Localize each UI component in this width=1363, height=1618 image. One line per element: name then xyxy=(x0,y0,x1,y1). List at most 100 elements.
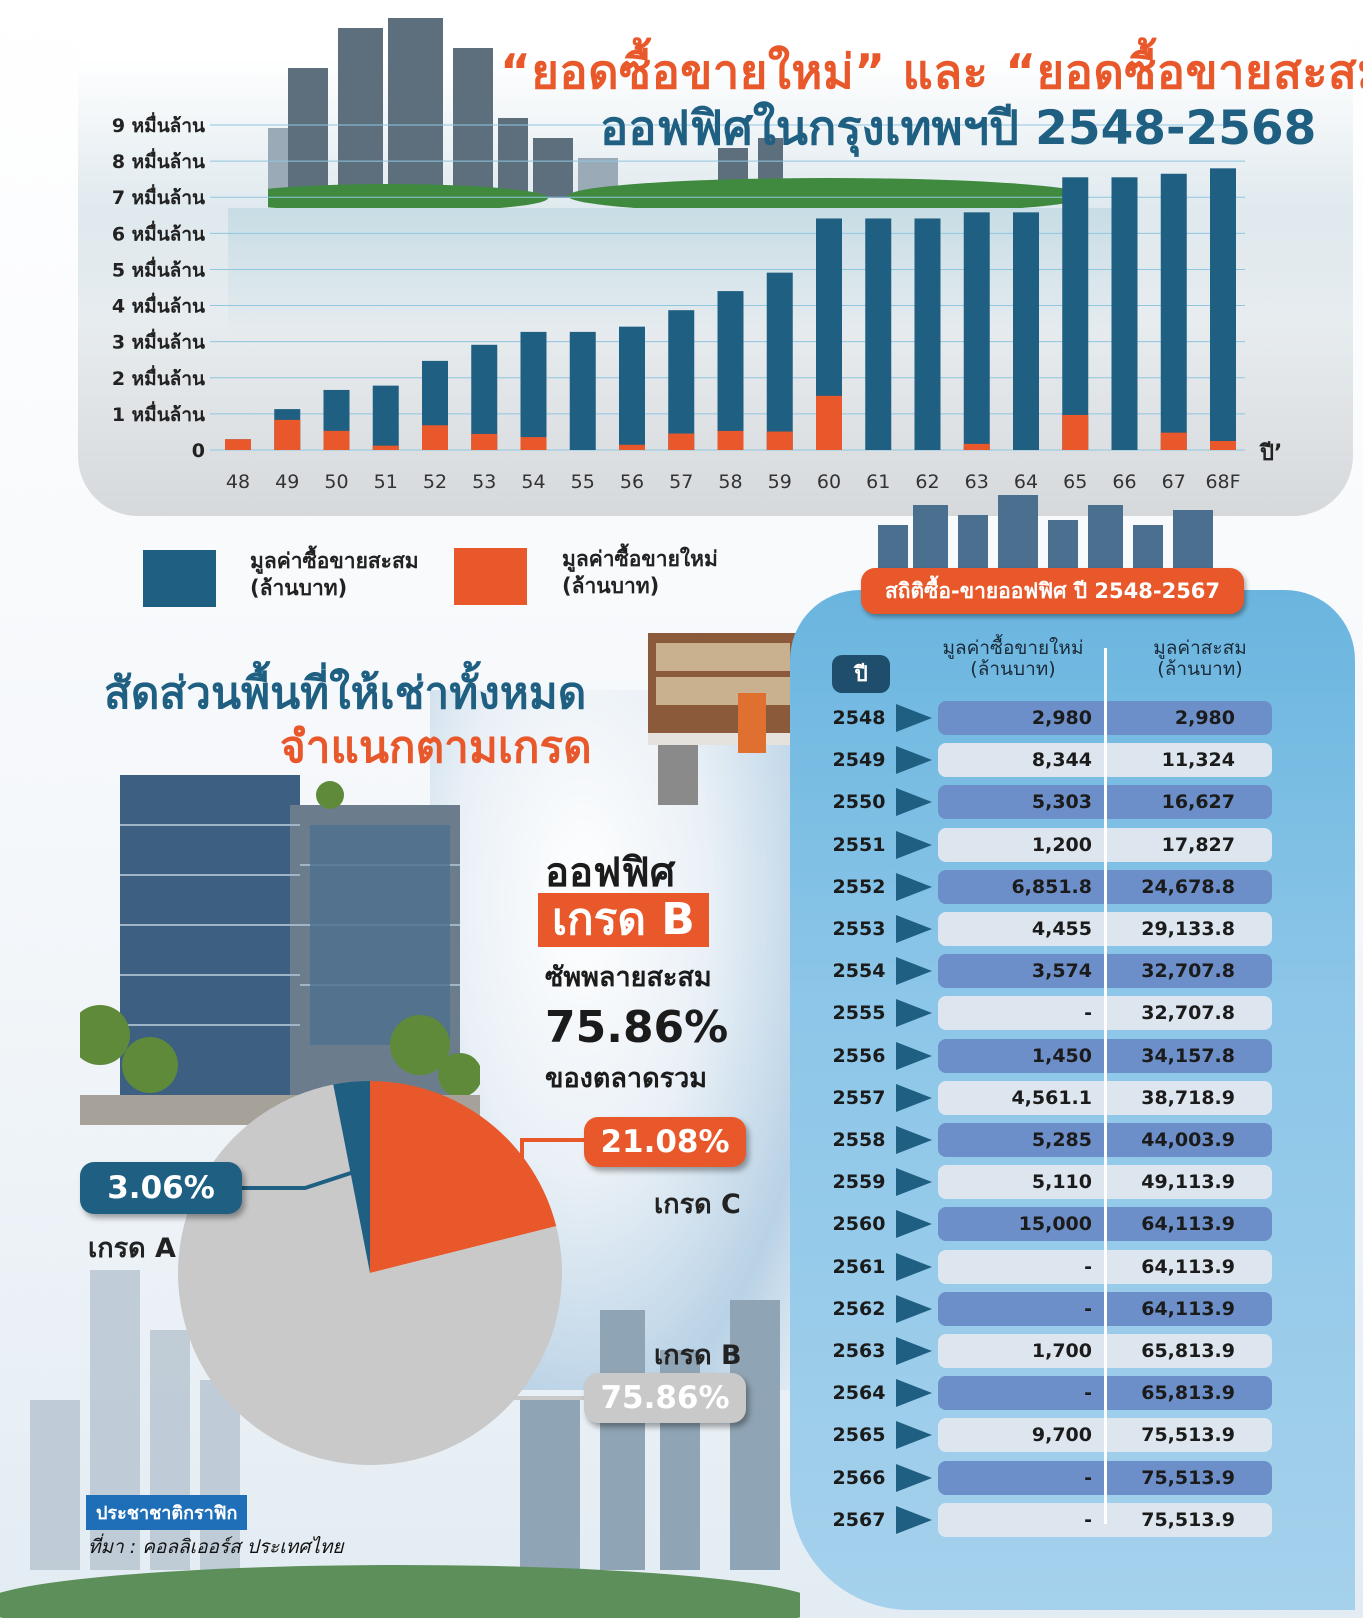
table-cell-new: - xyxy=(1084,1002,1092,1025)
grade-a-percent-box: 3.06% xyxy=(80,1162,242,1214)
table-cell-accumulated: 2,980 xyxy=(1174,707,1235,729)
bar-accumulated xyxy=(668,310,695,450)
bar-accumulated xyxy=(1111,177,1138,450)
table-cell-new: 1,200 xyxy=(1031,833,1092,856)
row-arrow-icon xyxy=(896,1505,932,1534)
row-arrow-icon xyxy=(896,1126,932,1154)
table-cell-accumulated: 24,678.8 xyxy=(1141,875,1235,898)
bar-new xyxy=(520,437,547,450)
table-cell-new: 5,110 xyxy=(1031,1171,1092,1194)
table-row: 2556 1,450 34,157.8 xyxy=(830,1038,1275,1073)
table-cell-year: 2559 xyxy=(832,1171,886,1194)
bar-accumulated xyxy=(766,272,793,450)
x-tick-label: 52 xyxy=(423,471,447,493)
bar-accumulated xyxy=(1062,177,1089,450)
table-cell-year: 2565 xyxy=(832,1424,886,1447)
x-tick-label: 67 xyxy=(1162,471,1186,493)
bar-new xyxy=(323,430,350,450)
table-cell-new: 1,700 xyxy=(1031,1340,1092,1362)
table-row: 2549 8,344 11,324 xyxy=(830,743,1275,778)
table-title: สถิติซื้อ-ขายออฟฟิศ ปี 2548-2567 xyxy=(861,568,1244,614)
pie-section-title-line2: จำแนกตามเกรด xyxy=(280,722,592,773)
table-header-new: มูลค่าซื้อขายใหม่ (ล้านบาท) xyxy=(938,638,1088,680)
bar-new xyxy=(816,395,842,450)
grade-c-label: เกรด C xyxy=(654,1189,741,1220)
pie-section-title-line1: สัดส่วนพื้นที่ให้เช่าทั้งหมด xyxy=(104,668,587,719)
bar-accumulated xyxy=(865,218,892,450)
table-cell-year: 2555 xyxy=(832,1002,886,1025)
x-tick-label: 57 xyxy=(669,471,693,493)
bar-new xyxy=(963,443,990,450)
table-cell-year: 2567 xyxy=(832,1508,886,1531)
table-cell-accumulated: 64,113.9 xyxy=(1141,1255,1235,1278)
grade-c-percent-box: 21.08% xyxy=(584,1117,746,1167)
table-cell-year: 2553 xyxy=(832,918,886,940)
table-row: 2567 - 75,513.9 xyxy=(830,1502,1275,1537)
row-arrow-icon xyxy=(896,1379,932,1408)
table-cell-new: 4,561.1 xyxy=(1011,1086,1092,1109)
table-cell-new: - xyxy=(1084,1508,1092,1531)
table-cell-accumulated: 38,718.9 xyxy=(1141,1086,1235,1109)
table-cell-new: - xyxy=(1084,1466,1092,1489)
y-tick-label: 4 หมื่นล้าน xyxy=(112,293,205,318)
table-header-accumulated: มูลค่าสะสม (ล้านบาท) xyxy=(1120,638,1280,680)
table-cell-accumulated: 75,513.9 xyxy=(1141,1508,1235,1531)
table-row: 2560 15,000 64,113.9 xyxy=(830,1207,1275,1242)
brand-label: ประชาชาติกราฟิก xyxy=(86,1495,248,1530)
leader-line-grade-c xyxy=(520,1138,585,1175)
x-tick-label: 60 xyxy=(817,471,841,493)
x-tick-label: 64 xyxy=(1014,471,1038,493)
table-header-new-line2: (ล้านบาท) xyxy=(970,658,1056,680)
x-tick-label: 54 xyxy=(521,471,545,493)
x-tick-label: 49 xyxy=(275,471,299,493)
bar-new xyxy=(1160,432,1187,450)
x-axis-unit-label: ปี’ xyxy=(1259,441,1283,466)
row-arrow-icon xyxy=(896,1463,932,1492)
row-arrow-icon xyxy=(896,830,932,859)
bar-new xyxy=(619,444,645,450)
bar-new xyxy=(1062,414,1089,450)
x-tick-label: 58 xyxy=(718,471,742,493)
table-row: 2566 - 75,513.9 xyxy=(830,1460,1275,1495)
table-cell-year: 2561 xyxy=(832,1255,886,1278)
table-cell-year: 2563 xyxy=(832,1340,886,1362)
bar-accumulated xyxy=(1013,212,1039,450)
office-desk-illustration xyxy=(648,633,798,805)
pie-slice-grade-a xyxy=(333,1081,370,1273)
y-tick-label: 1 หมื่นล้าน xyxy=(112,401,205,426)
legend-accumulated-line1: มูลค่าซื้อขายสะสม xyxy=(250,549,419,573)
table-cell-year: 2560 xyxy=(832,1213,886,1236)
row-arrow-icon xyxy=(896,788,932,817)
table-cell-year: 2564 xyxy=(832,1382,886,1405)
table-header-new-line1: มูลค่าซื้อขายใหม่ xyxy=(942,637,1084,659)
legend-new-line2: (ล้านบาท) xyxy=(562,574,660,598)
y-tick-label: 8 หมื่นล้าน xyxy=(112,148,205,173)
legend-label-accumulated: มูลค่าซื้อขายสะสม (ล้านบาท) xyxy=(250,548,419,602)
table-row: 2562 - 64,113.9 xyxy=(830,1291,1275,1326)
table-cell-new: 4,455 xyxy=(1031,918,1092,940)
x-tick-label: 56 xyxy=(620,471,644,493)
grade-b-label: เกรด B xyxy=(654,1340,742,1371)
table-cell-new: 6,851.8 xyxy=(1011,875,1092,898)
table-cell-year: 2558 xyxy=(832,1129,886,1151)
table-cell-accumulated: 11,324 xyxy=(1161,749,1235,772)
table-cell-accumulated: 65,813.9 xyxy=(1141,1382,1235,1405)
x-tick-label: 61 xyxy=(866,471,890,493)
table-row: 2563 1,700 65,813.9 xyxy=(830,1334,1275,1368)
table-header-year: ปี xyxy=(832,655,890,693)
y-tick-label: 3 หมื่นล้าน xyxy=(112,329,205,354)
bar-accumulated xyxy=(372,385,399,450)
x-tick-label: 65 xyxy=(1063,471,1087,493)
headline-supply: ซัพพลายสะสม xyxy=(545,962,712,993)
x-tick-label: 63 xyxy=(965,471,989,493)
table-header-acc-line2: (ล้านบาท) xyxy=(1157,658,1243,680)
table-cell-new: 2,980 xyxy=(1031,707,1092,729)
bar-accumulated xyxy=(520,331,547,450)
legend-label-new: มูลค่าซื้อขายใหม่ (ล้านบาท) xyxy=(562,546,718,600)
headline-of-market: ของตลาดรวม xyxy=(545,1063,708,1094)
table-cell-year: 2550 xyxy=(832,791,886,814)
x-tick-label: 51 xyxy=(374,471,398,493)
pie-slice-grade-b xyxy=(178,1084,563,1465)
headline-percent: 75.86% xyxy=(545,1002,729,1053)
row-arrow-icon xyxy=(896,915,932,943)
